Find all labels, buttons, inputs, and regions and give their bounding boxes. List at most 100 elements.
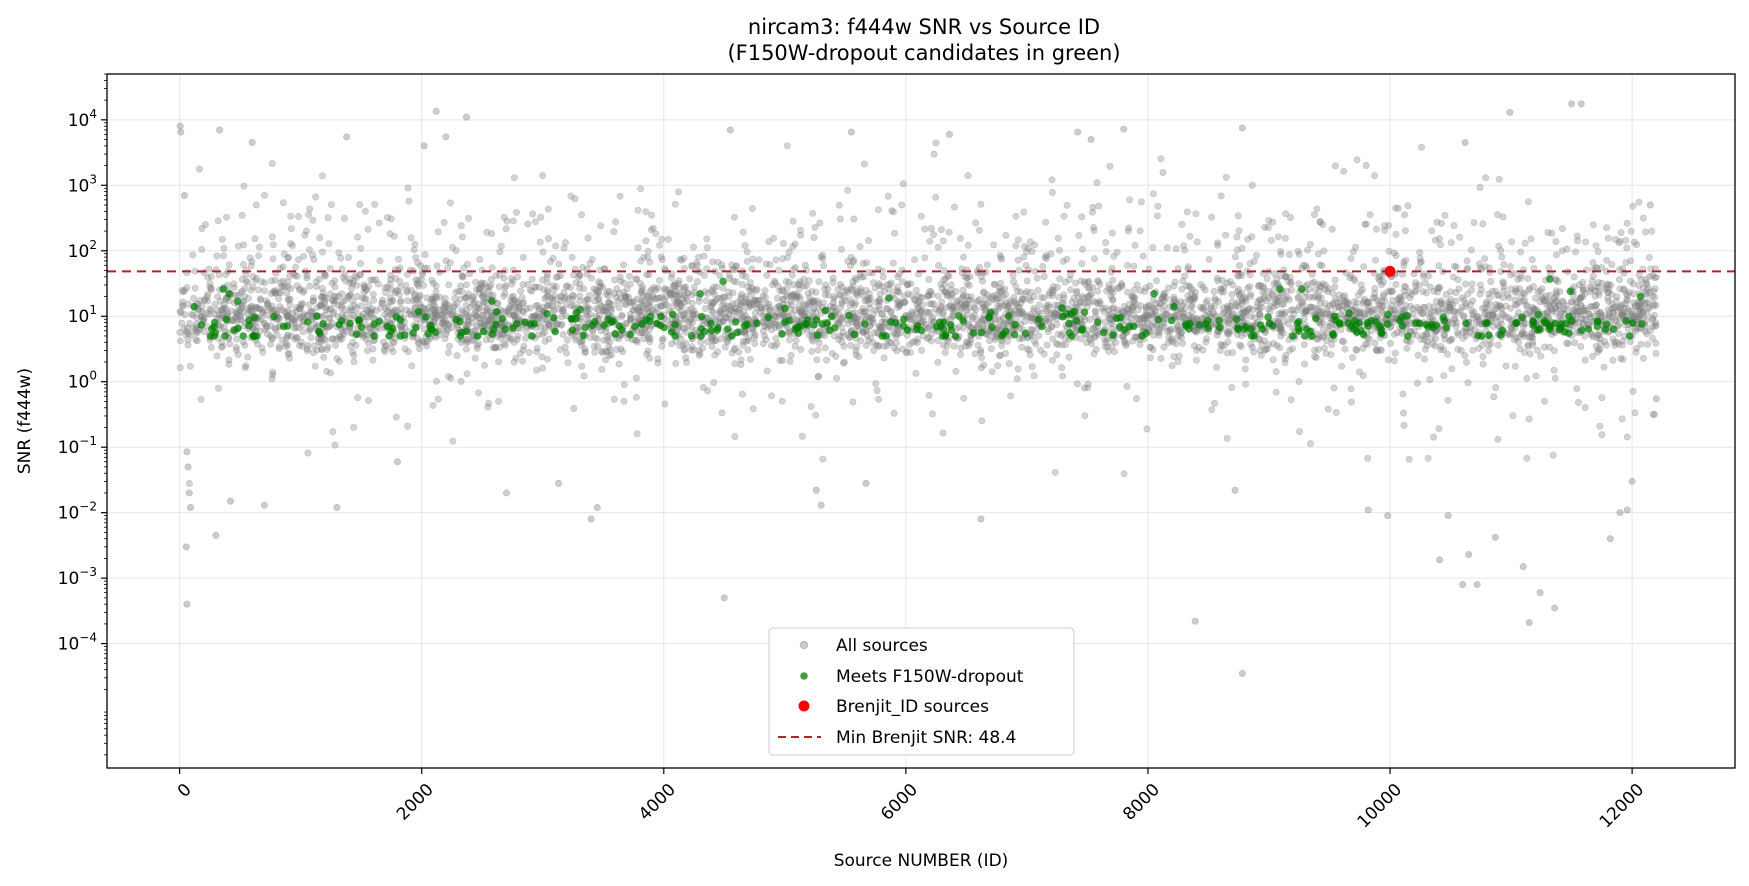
data-point-all-sources: [995, 352, 1003, 360]
data-point-all-sources: [471, 298, 479, 306]
data-point-all-sources: [1439, 304, 1447, 312]
data-point-all-sources: [1315, 333, 1323, 341]
data-point-all-sources: [1400, 258, 1408, 266]
data-point-all-sources: [1089, 297, 1097, 305]
data-point-all-sources: [289, 316, 297, 324]
data-point-all-sources: [1133, 281, 1141, 289]
data-point-all-sources: [1571, 339, 1579, 347]
data-point-all-sources: [1063, 255, 1071, 263]
data-point-all-sources: [1094, 287, 1102, 295]
data-point-all-sources: [1353, 346, 1361, 354]
data-point-all-sources: [1401, 291, 1409, 299]
data-point-all-sources: [304, 449, 312, 457]
data-point-all-sources: [768, 281, 776, 289]
data-point-all-sources: [635, 304, 643, 312]
data-point-all-sources: [1246, 283, 1254, 291]
data-point-all-sources: [777, 310, 785, 318]
data-point-all-sources: [815, 278, 823, 286]
data-point-all-sources: [1255, 304, 1263, 312]
data-point-all-sources: [436, 293, 444, 301]
data-point-all-sources: [1261, 223, 1269, 231]
data-point-all-sources: [672, 300, 680, 308]
data-point-all-sources: [739, 228, 747, 236]
data-point-all-sources: [1068, 298, 1076, 306]
data-point-all-sources: [1009, 271, 1017, 279]
data-point-all-sources: [689, 243, 697, 251]
data-point-all-sources: [1359, 286, 1367, 294]
data-point-all-sources: [836, 280, 844, 288]
data-point-all-sources: [207, 343, 215, 351]
data-point-all-sources: [317, 338, 325, 346]
data-point-all-sources: [810, 234, 818, 242]
data-point-all-sources: [1360, 313, 1368, 321]
data-point-all-sources: [255, 252, 263, 260]
data-point-all-sources: [1315, 250, 1323, 258]
data-point-all-sources: [226, 340, 234, 348]
data-point-all-sources: [1077, 335, 1085, 343]
data-point-all-sources: [1374, 296, 1382, 304]
data-point-all-sources: [543, 355, 551, 363]
data-point-all-sources: [632, 374, 640, 382]
data-point-all-sources: [880, 354, 888, 362]
data-point-all-sources: [939, 429, 947, 437]
data-point-all-sources: [1450, 222, 1458, 230]
data-point-all-sources: [1378, 281, 1386, 289]
data-point-all-sources: [1217, 340, 1225, 348]
data-point-all-sources: [1090, 350, 1098, 358]
data-point-all-sources: [959, 324, 967, 332]
data-point-all-sources: [176, 307, 184, 315]
data-point-all-sources: [1202, 338, 1210, 346]
data-point-all-sources: [1011, 306, 1019, 314]
data-point-all-sources: [1186, 232, 1194, 240]
data-point-all-sources: [1353, 156, 1361, 164]
data-point-all-sources: [263, 323, 271, 331]
data-point-all-sources: [731, 432, 739, 440]
data-point-all-sources: [671, 200, 679, 208]
data-point-all-sources: [833, 374, 841, 382]
data-point-all-sources: [295, 323, 303, 331]
data-point-all-sources: [1013, 375, 1021, 383]
data-point-all-sources: [1073, 287, 1081, 295]
data-point-all-sources: [597, 222, 605, 230]
data-point-all-sources: [732, 278, 740, 286]
data-point-all-sources: [1054, 234, 1062, 242]
data-point-all-sources: [666, 291, 674, 299]
data-point-all-sources: [860, 160, 868, 168]
data-point-all-sources: [610, 395, 618, 403]
data-point-all-sources: [680, 310, 688, 318]
data-point-all-sources: [648, 211, 656, 219]
data-point-all-sources: [570, 271, 578, 279]
data-point-all-sources: [685, 322, 693, 330]
data-point-all-sources: [1242, 380, 1250, 388]
data-point-all-sources: [1280, 294, 1288, 302]
data-point-all-sources: [791, 342, 799, 350]
data-point-all-sources: [1265, 341, 1273, 349]
data-point-all-sources: [1485, 347, 1493, 355]
data-point-all-sources: [709, 258, 717, 266]
data-point-all-sources: [552, 273, 560, 281]
data-point-all-sources: [1527, 235, 1535, 243]
data-point-all-sources: [1475, 344, 1483, 352]
data-point-all-sources: [822, 356, 830, 364]
data-point-all-sources: [564, 359, 572, 367]
data-point-all-sources: [1132, 333, 1140, 341]
data-point-all-sources: [730, 213, 738, 221]
data-point-all-sources: [407, 311, 415, 319]
data-point-all-sources: [1639, 214, 1647, 222]
data-point-all-sources: [1570, 273, 1578, 281]
data-point-all-sources: [723, 338, 731, 346]
data-point-all-sources: [1441, 335, 1449, 343]
data-point-all-sources: [576, 271, 584, 279]
data-point-all-sources: [1543, 308, 1551, 316]
data-point-all-sources: [1228, 290, 1236, 298]
data-point-all-sources: [1045, 291, 1053, 299]
data-point-all-sources: [682, 294, 690, 302]
data-point-all-sources: [545, 301, 553, 309]
data-point-all-sources: [462, 338, 470, 346]
data-point-all-sources: [544, 301, 552, 309]
data-point-all-sources: [1402, 301, 1410, 309]
data-point-all-sources: [505, 304, 513, 312]
data-point-all-sources: [690, 283, 698, 291]
data-point-all-sources: [1421, 355, 1429, 363]
data-point-all-sources: [1418, 143, 1426, 151]
